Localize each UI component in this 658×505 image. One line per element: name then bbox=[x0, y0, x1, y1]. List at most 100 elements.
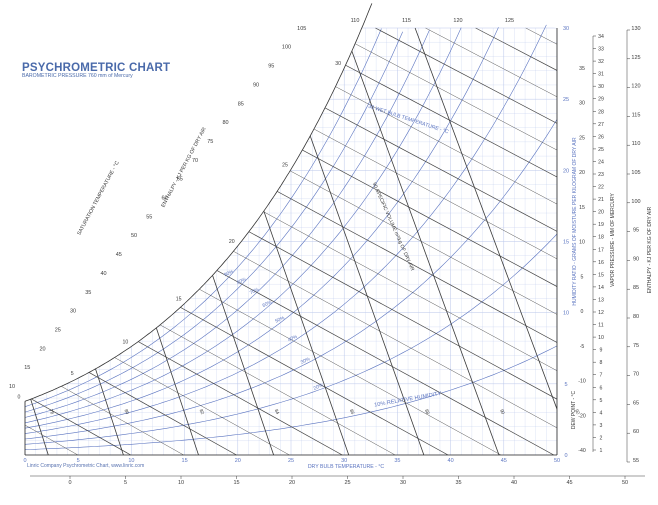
vapor-pressure-tick: 31 bbox=[598, 72, 604, 78]
relative-humidity-label: 60% bbox=[262, 299, 274, 309]
enthalpy-right-tick: 55 bbox=[633, 458, 639, 464]
specific-volume-tick: 90 bbox=[499, 408, 506, 415]
enthalpy-bottom-tick: 50 bbox=[622, 480, 628, 486]
enthalpy-diagonal-tick: 50 bbox=[131, 233, 137, 239]
saturation-tick-label: 30 bbox=[335, 61, 341, 67]
enthalpy-line bbox=[375, 27, 557, 456]
vapor-pressure-tick: 12 bbox=[598, 310, 604, 316]
vapor-pressure-tick: 9 bbox=[600, 348, 603, 354]
chart-title: PSYCHROMETRIC CHART bbox=[22, 62, 171, 74]
vapor-pressure-tick: 16 bbox=[598, 260, 604, 266]
dew-point-tick: 20 bbox=[579, 170, 585, 176]
specific-volume-tick: 86 bbox=[349, 408, 356, 415]
enthalpy-line bbox=[25, 27, 396, 456]
vapor-pressure-tick: 20 bbox=[598, 210, 604, 216]
vapor-pressure-tick: 23 bbox=[598, 172, 604, 178]
specific-volume-line bbox=[343, 27, 500, 456]
enthalpy-bottom-tick: 45 bbox=[566, 480, 572, 486]
x-tick-label: 20 bbox=[235, 458, 241, 464]
vapor-pressure-tick: 14 bbox=[598, 285, 604, 291]
x-tick-label: 40 bbox=[448, 458, 454, 464]
vapor-pressure-tick: 17 bbox=[598, 247, 604, 253]
enthalpy-diagonal-tick: 70 bbox=[192, 158, 198, 164]
relative-humidity-label: 90% bbox=[223, 269, 235, 279]
enthalpy-line bbox=[25, 27, 131, 456]
vapor-pressure-tick: 2 bbox=[600, 435, 603, 441]
x-tick-label: 0 bbox=[23, 458, 26, 464]
specific-volume-tick: 80 bbox=[123, 408, 130, 415]
dew-point-tick: 15 bbox=[579, 205, 585, 211]
enthalpy-line bbox=[25, 27, 237, 456]
enthalpy-diagonal-tick: 65 bbox=[177, 177, 183, 183]
enthalpy-diagonal-tick: 10 bbox=[9, 384, 15, 390]
vapor-pressure-tick: 3 bbox=[600, 423, 603, 429]
enthalpy-diagonal-tick: 55 bbox=[146, 214, 152, 220]
enthalpy-diagonal-tick: 45 bbox=[116, 252, 122, 258]
saturation-tick-label: 0 bbox=[18, 394, 21, 400]
y-tick-label: 10 bbox=[563, 311, 569, 317]
vapor-pressure-tick: 26 bbox=[598, 134, 604, 140]
saturation-tick-label: 5 bbox=[71, 371, 74, 377]
relative-humidity-curve bbox=[24, 31, 403, 413]
wet-bulb-label: 30 WET BULB TEMPERATURE - °C bbox=[367, 104, 449, 136]
enthalpy-diagonal-tick: 105 bbox=[297, 26, 306, 32]
specific-volume-tick: 92 bbox=[574, 408, 581, 415]
vapor-pressure-tick: 32 bbox=[598, 59, 604, 65]
enthalpy-diagonal-tick: 125 bbox=[505, 18, 514, 24]
relative-humidity-curve bbox=[24, 233, 558, 445]
vapor-pressure-tick: 1 bbox=[600, 448, 603, 454]
enthalpy-line bbox=[25, 27, 343, 456]
saturation-tick-label: 15 bbox=[176, 296, 182, 302]
vapor-pressure-tick: 8 bbox=[600, 360, 603, 366]
vapor-pressure-tick: 6 bbox=[600, 385, 603, 391]
specific-volume-tick: 82 bbox=[199, 408, 206, 415]
enthalpy-right-tick: 85 bbox=[633, 285, 639, 291]
relative-humidity-label: 30% bbox=[300, 356, 312, 366]
enthalpy-diagonal-tick: 30 bbox=[70, 309, 76, 315]
enthalpy-right-title: ENTHALPY - KJ PER KG OF DRY AIR bbox=[647, 206, 653, 293]
vapor-pressure-tick: 33 bbox=[598, 47, 604, 53]
saturation-axis-title: SATURATION TEMPERATURE - °C bbox=[76, 160, 121, 237]
x-tick-label: 5 bbox=[77, 458, 80, 464]
enthalpy-right-tick: 70 bbox=[633, 372, 639, 378]
enthalpy-right-tick: 80 bbox=[633, 314, 639, 320]
vapor-pressure-tick: 5 bbox=[600, 398, 603, 404]
enthalpy-right-tick: 90 bbox=[633, 256, 639, 262]
enthalpy-diagonal-tick: 35 bbox=[85, 290, 91, 296]
saturation-tick-label: 10 bbox=[123, 339, 129, 345]
chart-subtitle: BAROMETRIC PRESSURE 760 mm of Mercury bbox=[22, 73, 133, 79]
enthalpy-diagonal-tick: 15 bbox=[24, 365, 30, 371]
vapor-pressure-tick: 34 bbox=[598, 34, 604, 40]
specific-volume-line bbox=[25, 27, 49, 456]
dew-point-tick: -20 bbox=[578, 413, 586, 419]
vapor-pressure-tick: 24 bbox=[598, 159, 604, 165]
relative-humidity-label: 50% bbox=[274, 315, 286, 325]
enthalpy-line bbox=[325, 27, 557, 456]
enthalpy-right-tick: 100 bbox=[631, 199, 640, 205]
vapor-pressure-tick: 22 bbox=[598, 185, 604, 191]
enthalpy-right-tick: 95 bbox=[633, 228, 639, 234]
enthalpy-right-tick: 60 bbox=[633, 429, 639, 435]
vapor-pressure-tick: 21 bbox=[598, 197, 604, 203]
enthalpy-diagonal-tick: 75 bbox=[207, 139, 213, 145]
x-tick-label: 45 bbox=[501, 458, 507, 464]
dew-point-tick: 25 bbox=[579, 135, 585, 141]
vapor-pressure-tick: 7 bbox=[600, 373, 603, 379]
enthalpy-diagonal-tick: 80 bbox=[222, 120, 228, 126]
y-tick-label: 0 bbox=[564, 453, 567, 459]
specific-volume-tick: 84 bbox=[274, 408, 281, 415]
dew-point-tick: 30 bbox=[579, 101, 585, 107]
specific-volume-tick: 78 bbox=[48, 408, 55, 415]
relative-humidity-label: 70% bbox=[249, 286, 261, 296]
enthalpy-right-tick: 115 bbox=[632, 112, 641, 118]
relative-humidity-curve bbox=[24, 28, 382, 407]
enthalpy-line bbox=[25, 27, 184, 456]
enthalpy-bottom-tick: 0 bbox=[68, 480, 71, 486]
vapor-pressure-tick: 25 bbox=[598, 147, 604, 153]
dew-point-tick: 5 bbox=[581, 274, 584, 280]
relative-humidity-label: 80% bbox=[236, 276, 248, 286]
enthalpy-right-tick: 65 bbox=[633, 400, 639, 406]
enthalpy-diagonal-tick: 85 bbox=[238, 101, 244, 107]
vapor-pressure-tick: 11 bbox=[598, 323, 603, 329]
chart-frame bbox=[24, 28, 558, 456]
